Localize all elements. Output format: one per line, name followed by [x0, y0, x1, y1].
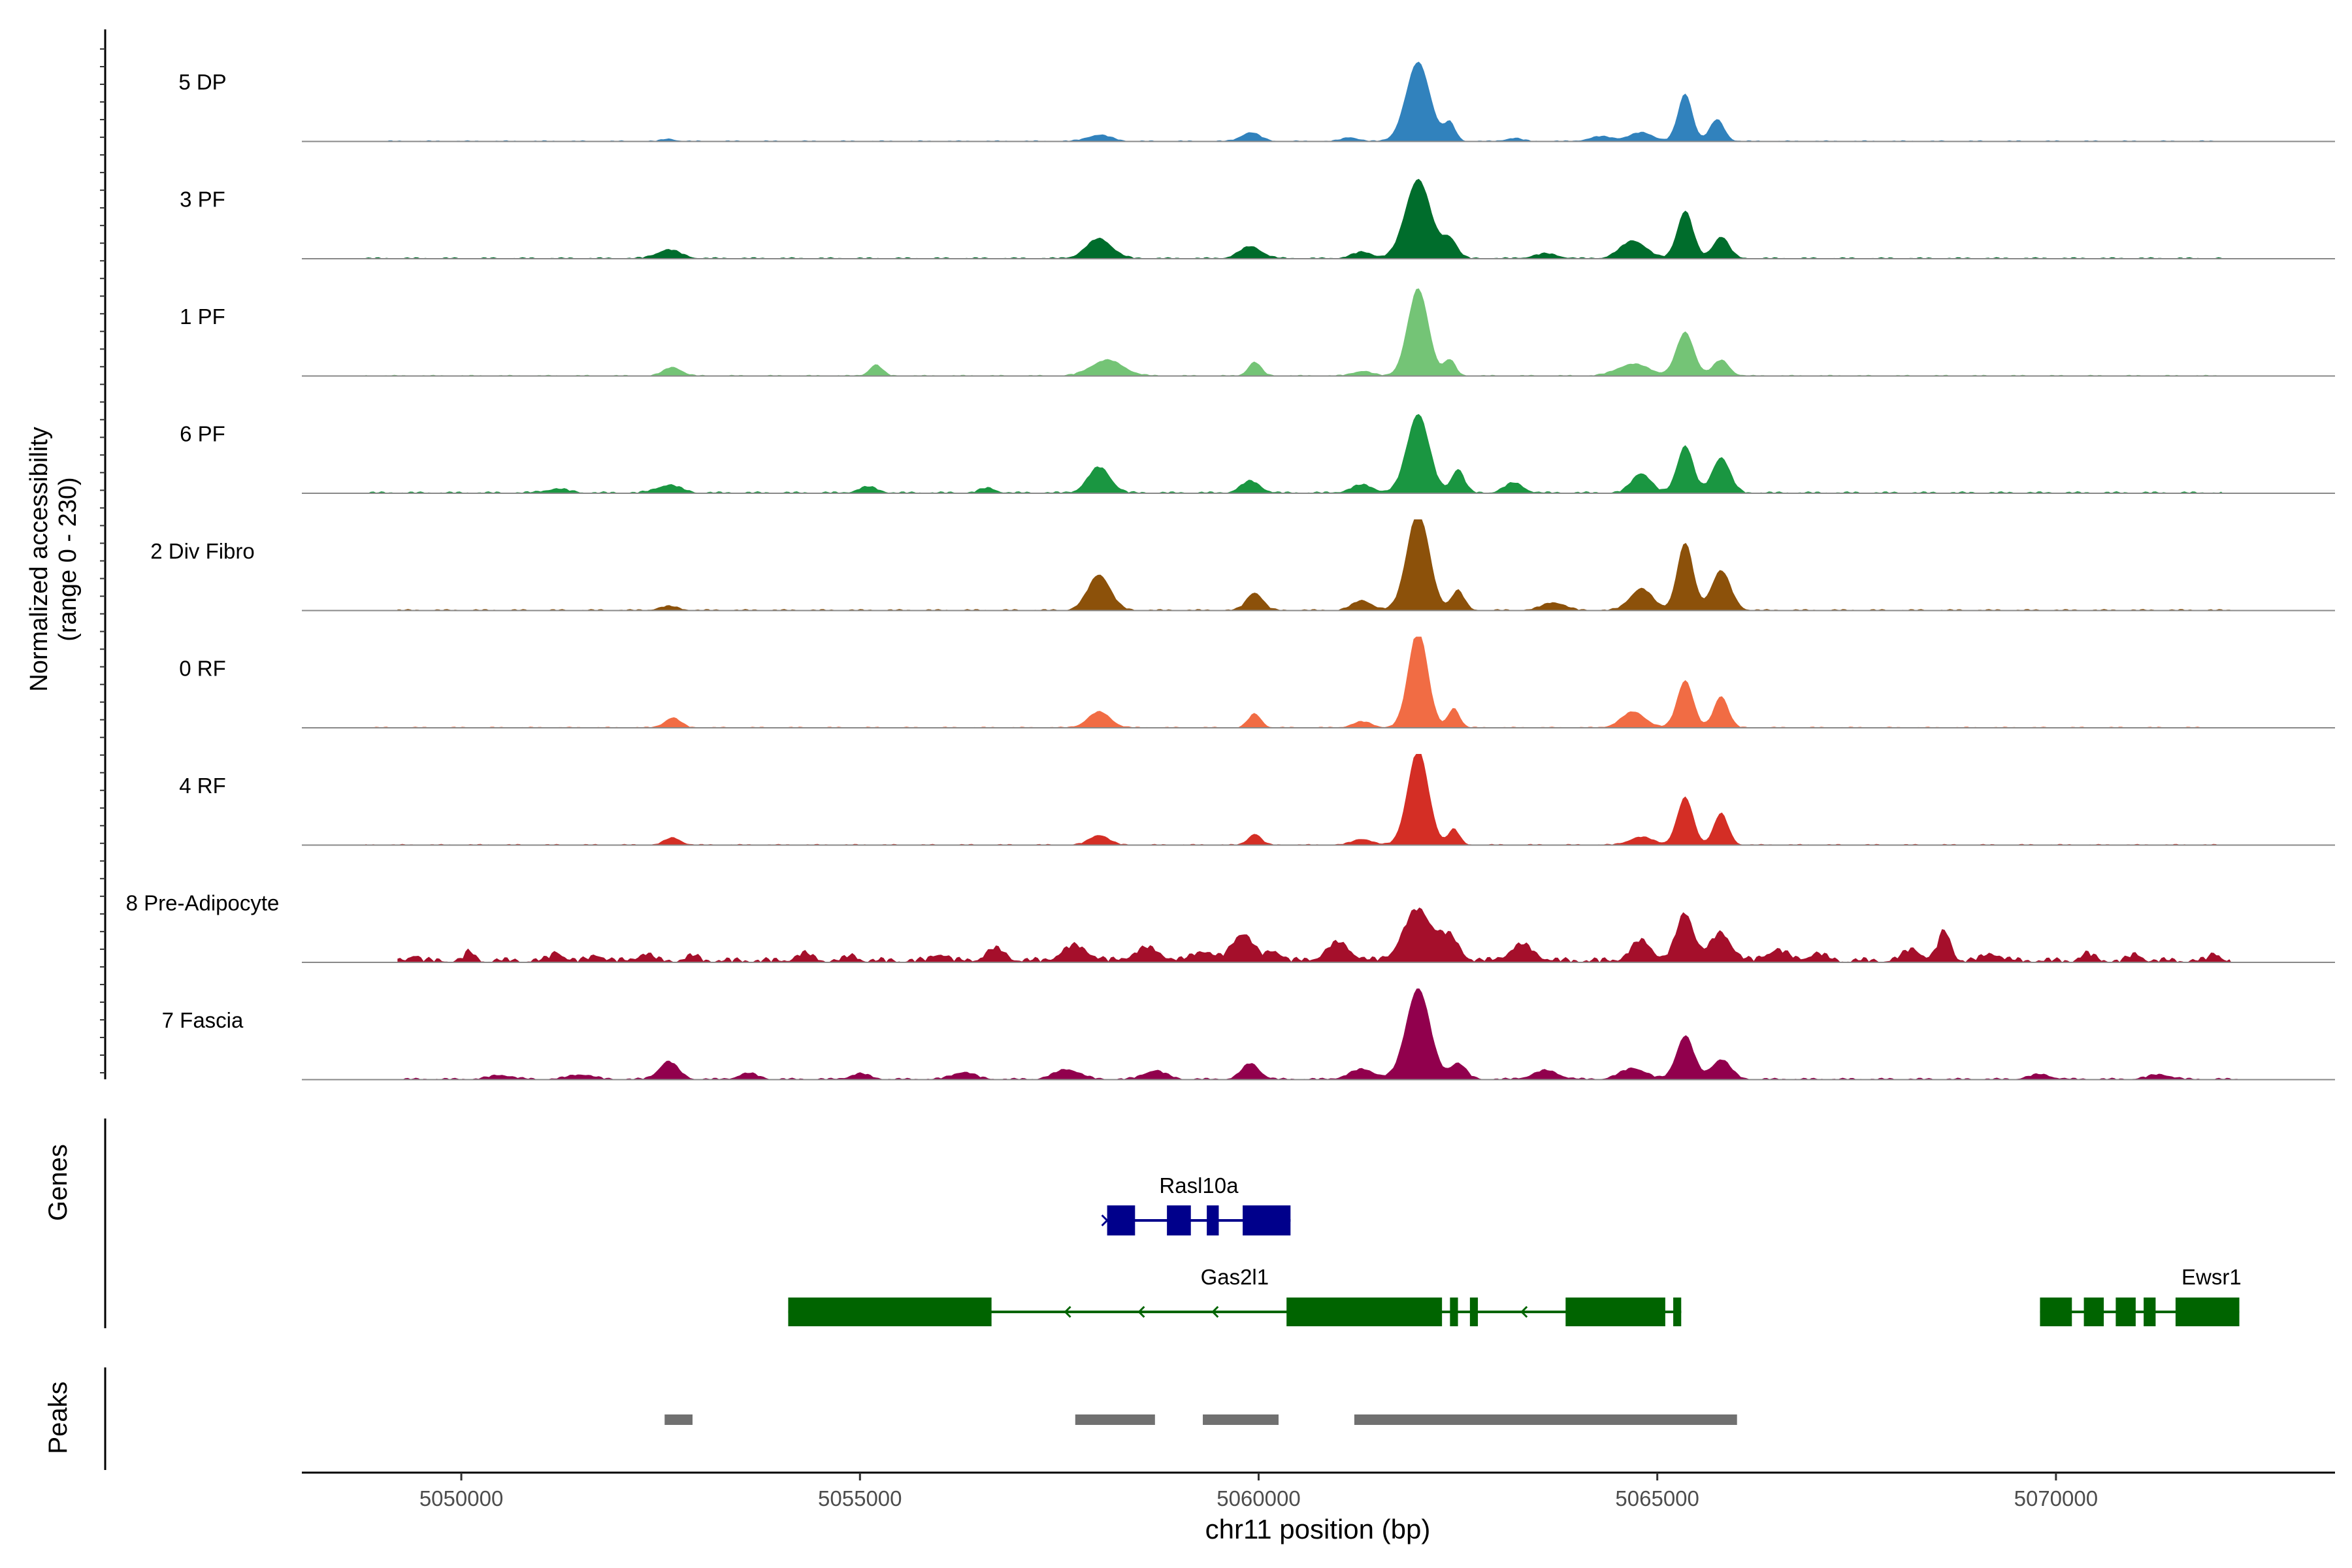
track-8-pre-adipocyte: 8 Pre-Adipocyte: [126, 891, 2335, 963]
gene-exon: [1469, 1298, 1478, 1326]
track-label: 6 PF: [180, 422, 225, 446]
track-label: 2 Div Fibro: [150, 539, 255, 563]
gene-label: Ewsr1: [2181, 1265, 2242, 1289]
strand-arrow: [1211, 1305, 1219, 1318]
x-axis-label: chr11 position (bp): [1205, 1514, 1431, 1544]
track-label: 7 Fascia: [162, 1008, 244, 1032]
gene-exon: [1207, 1205, 1219, 1235]
gene-exon: [1107, 1205, 1135, 1235]
gene-exon: [1243, 1205, 1291, 1235]
gene-ewsr1: Ewsr1: [2040, 1265, 2242, 1326]
track-3-pf: 3 PF: [180, 178, 2335, 259]
coverage-area-7-fascia: [397, 988, 2240, 1080]
gene-rasl10a: Rasl10a: [1101, 1173, 1291, 1235]
gene-annotations: Rasl10a Gas2l1 Ewsr1: [788, 1173, 2242, 1326]
gene-exon: [1565, 1298, 1665, 1326]
gene-exon: [1450, 1298, 1458, 1326]
strand-arrow: [1064, 1305, 1071, 1318]
coverage-area-4-rf: [365, 754, 2224, 845]
track-label: 0 RF: [179, 657, 226, 681]
track-label: 5 DP: [178, 70, 226, 94]
coverage-area-3-pf: [365, 178, 2224, 259]
track-5-dp: 5 DP: [178, 61, 2335, 142]
gene-exon: [2115, 1298, 2136, 1326]
x-tick-label: 5070000: [2014, 1486, 2098, 1511]
x-tick-label: 5055000: [818, 1486, 902, 1511]
gene-exon: [1167, 1205, 1191, 1235]
gene-exon: [2175, 1298, 2240, 1326]
peak-regions: [664, 1414, 1737, 1425]
track-6-pf: 6 PF: [180, 414, 2335, 494]
x-axis-ticks: 5050000 5055000 5060000 5065000 5070000: [419, 1473, 2098, 1511]
strand-arrow: [1520, 1305, 1528, 1318]
coverage-area-5-dp: [365, 61, 2224, 142]
coverage-area-1-pf: [365, 288, 2224, 376]
track-7-fascia: 7 Fascia: [162, 988, 2335, 1081]
track-2-div-fibro: 2 Div Fibro: [150, 519, 2335, 612]
gene-label: Rasl10a: [1159, 1173, 1239, 1198]
y-axis-label-line2: (range 0 - 230): [54, 477, 82, 641]
gene-exon: [2083, 1298, 2104, 1326]
strand-arrow: [1101, 1214, 1109, 1227]
coverage-area-8-pre-adipocyte: [397, 907, 2232, 962]
track-label: 4 RF: [179, 774, 226, 798]
coverage-tracks: 5 DP 3 PF 1 PF 6 PF 2 Div Fibro 0 RF 4 RF 8 Pre…: [126, 61, 2335, 1081]
gene-exon: [1286, 1298, 1443, 1326]
track-4-rf: 4 RF: [179, 754, 2335, 846]
x-tick-label: 5065000: [1615, 1486, 1699, 1511]
coverage-y-axis: [100, 29, 106, 1079]
x-tick-label: 5060000: [1217, 1486, 1300, 1511]
gene-exon: [2040, 1298, 2072, 1326]
coverage-area-2-div-fibro: [397, 519, 2240, 611]
track-label: 1 PF: [180, 304, 225, 329]
gene-exon: [788, 1298, 992, 1326]
peak-region: [1354, 1414, 1737, 1425]
gene-gas2l1: Gas2l1: [788, 1265, 1682, 1326]
track-label: 3 PF: [180, 188, 225, 212]
track-1-pf: 1 PF: [180, 288, 2335, 377]
gene-label: Gas2l1: [1201, 1265, 1269, 1289]
genes-track-label: Genes: [44, 1144, 73, 1221]
peak-region: [664, 1414, 693, 1425]
gene-exon: [2144, 1298, 2156, 1326]
track-0-rf: 0 RF: [179, 636, 2335, 728]
x-tick-label: 5050000: [419, 1486, 503, 1511]
peak-region: [1075, 1414, 1155, 1425]
y-axis-label-line1: Normalized accessibility: [25, 427, 53, 691]
track-label: 8 Pre-Adipocyte: [126, 891, 280, 915]
peak-region: [1203, 1414, 1279, 1425]
gene-exon: [1673, 1298, 1682, 1326]
coverage-area-0-rf: [365, 636, 2224, 728]
coverage-area-6-pf: [365, 414, 2224, 493]
peaks-track-label: Peaks: [44, 1381, 73, 1454]
strand-arrow: [1137, 1305, 1145, 1318]
